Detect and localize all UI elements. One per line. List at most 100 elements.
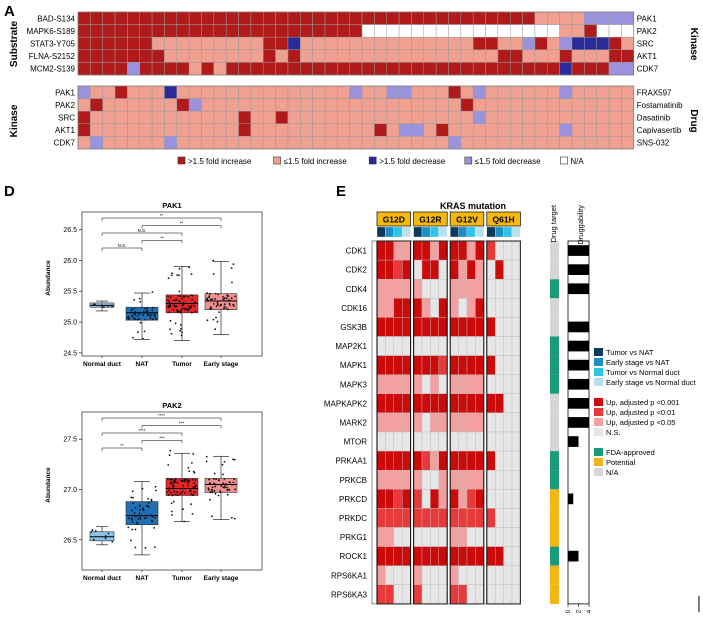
data-point xyxy=(145,516,148,519)
y-axis-label: Abundance xyxy=(45,467,52,503)
heatmap-cell xyxy=(430,317,439,337)
heatmap-cell xyxy=(438,336,448,356)
data-point xyxy=(153,314,156,317)
drug-heatmap-cell xyxy=(374,136,387,150)
drug-heatmap-cell xyxy=(386,110,400,125)
substrate-heatmap-cell xyxy=(287,11,301,25)
drug-heatmap-cell xyxy=(337,85,350,99)
drug-heatmap-cell xyxy=(411,85,425,99)
drug-heatmap-cell xyxy=(250,136,264,150)
data-point xyxy=(206,297,208,300)
heatmap-cell xyxy=(393,412,403,433)
drug-heatmap-cell xyxy=(287,98,301,112)
data-point xyxy=(107,532,110,535)
heatmap-cell xyxy=(511,279,521,299)
heatmap-cell xyxy=(413,565,423,586)
drug-heatmap-cell xyxy=(300,110,313,125)
heatmap-cell xyxy=(466,317,476,337)
drug-heatmap-cell xyxy=(571,85,585,99)
substrate-heatmap-cell xyxy=(114,62,128,76)
heatmap-cell xyxy=(503,298,513,318)
data-point xyxy=(150,313,153,316)
heatmap-cell xyxy=(421,317,431,337)
heatmap-cell xyxy=(486,336,496,356)
substrate-heatmap-cell xyxy=(398,24,412,38)
substrate-heatmap-cell xyxy=(90,62,103,76)
substrate-heatmap-cell xyxy=(151,62,165,76)
target-legend-label: FDA-approved xyxy=(606,448,655,457)
substrate-heatmap-cell xyxy=(448,62,462,76)
data-point xyxy=(187,296,190,298)
drug-group-label: Drug xyxy=(688,109,699,132)
druggability-bar xyxy=(568,550,579,562)
substrate-heatmap-cell xyxy=(423,11,437,25)
heatmap-cell xyxy=(376,489,386,509)
drug-heatmap-cell xyxy=(263,110,276,125)
heatmap-cell xyxy=(421,355,431,375)
data-point xyxy=(225,307,228,309)
significance-bracket xyxy=(101,417,222,421)
substrate-heatmap-cell xyxy=(90,11,103,25)
heatmap-cell xyxy=(413,508,423,528)
heatmap-cell xyxy=(385,508,394,528)
data-point xyxy=(192,302,195,305)
heatmap-cell xyxy=(413,546,423,566)
drug-heatmap-cell xyxy=(114,110,128,125)
drug-heatmap-cell xyxy=(423,123,437,137)
comparison-key-cell xyxy=(458,226,468,238)
data-point xyxy=(170,332,173,335)
data-point xyxy=(230,267,233,269)
substrate-heatmap-cell xyxy=(139,49,153,63)
significance-label: N.S. xyxy=(118,243,127,248)
heatmap-cell xyxy=(503,412,513,433)
heatmap-cell xyxy=(486,259,496,280)
data-point xyxy=(181,331,183,334)
heatmap-cell xyxy=(385,393,394,414)
drug-heatmap-cell xyxy=(497,136,511,150)
panel-a-legend: >1.5 fold increase ≤1.5 fold increase >1.5… xyxy=(177,156,584,166)
substrate-heatmap-cell xyxy=(485,49,499,63)
data-point xyxy=(142,509,145,512)
data-point xyxy=(213,489,216,492)
legend-swatch xyxy=(273,156,281,165)
drug-heatmap-cell xyxy=(225,136,239,150)
heatmap-cell xyxy=(385,584,394,605)
data-point xyxy=(193,491,196,493)
data-point xyxy=(211,515,213,518)
data-point xyxy=(169,306,172,308)
kinase-row-label: AKT1 xyxy=(55,126,76,135)
data-point xyxy=(215,305,218,308)
heatmap-cell xyxy=(438,279,448,299)
drug-heatmap-cell xyxy=(114,85,128,99)
substrate-heatmap-cell xyxy=(201,24,215,38)
data-point xyxy=(103,306,105,309)
substrate-heatmap-cell xyxy=(300,24,313,38)
heatmap-cell xyxy=(511,431,521,452)
data-point xyxy=(169,478,172,481)
data-point xyxy=(222,473,224,476)
data-point xyxy=(130,518,133,521)
drug-heatmap-cell xyxy=(374,85,387,99)
drug-heatmap-cell xyxy=(448,85,462,99)
heatmap-cell xyxy=(438,431,448,452)
data-point xyxy=(148,314,151,316)
drug-heatmap-cell xyxy=(596,98,610,112)
heatmap-cell xyxy=(466,259,476,280)
data-point xyxy=(214,298,217,300)
drug-heatmap-cell xyxy=(164,98,178,112)
comparison-key-cell xyxy=(450,226,459,238)
heatmap-cell xyxy=(486,317,496,337)
heatmap-cell xyxy=(413,374,423,395)
substrate-heatmap-cell xyxy=(77,11,91,25)
heatmap-cell xyxy=(475,489,484,509)
significance-bracket xyxy=(101,447,143,451)
heatmap-cell xyxy=(450,584,459,605)
data-point xyxy=(169,319,172,322)
substrate-heatmap-cell xyxy=(485,24,499,38)
drug-name-label: Capivasertib xyxy=(637,126,682,135)
panel-a: A BAD-S134 MAPK6-S189 STAT3-Y705 FLNA-S2152… xyxy=(4,3,699,166)
substrate-heatmap-cell xyxy=(584,36,597,51)
heatmap-cell xyxy=(495,240,504,261)
kinase-group-label-top: Kinase xyxy=(688,28,699,61)
drug-heatmap-cell xyxy=(164,110,178,125)
